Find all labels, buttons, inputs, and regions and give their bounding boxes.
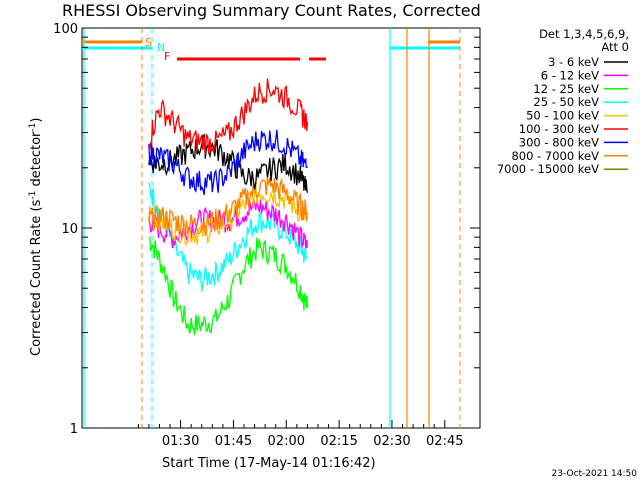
x-tick-label-3: 02:15 [320, 434, 357, 449]
flag-label-s: S [145, 36, 152, 49]
x-tick-label-0: 01:30 [162, 434, 199, 449]
legend-label-1: 6 - 12 keV [541, 68, 599, 82]
y-axis-label: Corrected Count Rate (s-1 detector-1) [28, 118, 44, 356]
axis-ticks: 01:30 01:45 02:00 02:15 02:30 02:45 1 10 100 [53, 22, 480, 449]
legend-label-3: 25 - 50 keV [533, 95, 599, 109]
flag-label-n: N [157, 41, 165, 54]
x-tick-label-1: 01:45 [215, 434, 252, 449]
series-line-3to6kev [148, 133, 309, 193]
legend-label-6: 300 - 800 keV [519, 135, 599, 149]
plot-timestamp: 23-Oct-2021 14:50 [552, 469, 638, 479]
legend-label-4: 50 - 100 keV [526, 109, 599, 123]
y-tick-label-2: 100 [53, 22, 78, 37]
x-axis-label: Start Time (17-May-14 01:16:42) [162, 456, 376, 471]
x-tick-label-2: 02:00 [268, 434, 305, 449]
chart-title: RHESSI Observing Summary Count Rates, Co… [62, 1, 481, 20]
x-tick-label-5: 02:45 [426, 434, 463, 449]
legend-label-0: 3 - 6 keV [548, 55, 599, 69]
status-bars: S N F [82, 28, 461, 428]
series-line-12to25kev [148, 236, 309, 336]
series-layer [148, 78, 309, 336]
x-tick-label-4: 02:30 [373, 434, 410, 449]
legend-header-1: Det 1,3,4,5,6,9, [539, 27, 629, 41]
series-line-25to50kev [148, 181, 309, 292]
series-line-100to300kev [148, 78, 309, 155]
y-tick-label-0: 1 [70, 422, 78, 437]
legend-header-2: Att 0 [601, 40, 629, 54]
legend-label-8: 7000 - 15000 keV [497, 162, 599, 176]
y-tick-label-1: 10 [61, 222, 78, 237]
legend-label-5: 100 - 300 keV [519, 122, 599, 136]
legend-label-2: 12 - 25 keV [533, 82, 599, 96]
flag-label-f: F [164, 50, 170, 63]
series-line-300to800kev [148, 129, 308, 195]
legend-label-7: 800 - 7000 keV [511, 149, 599, 163]
series-line-800to7000kev [148, 177, 309, 236]
